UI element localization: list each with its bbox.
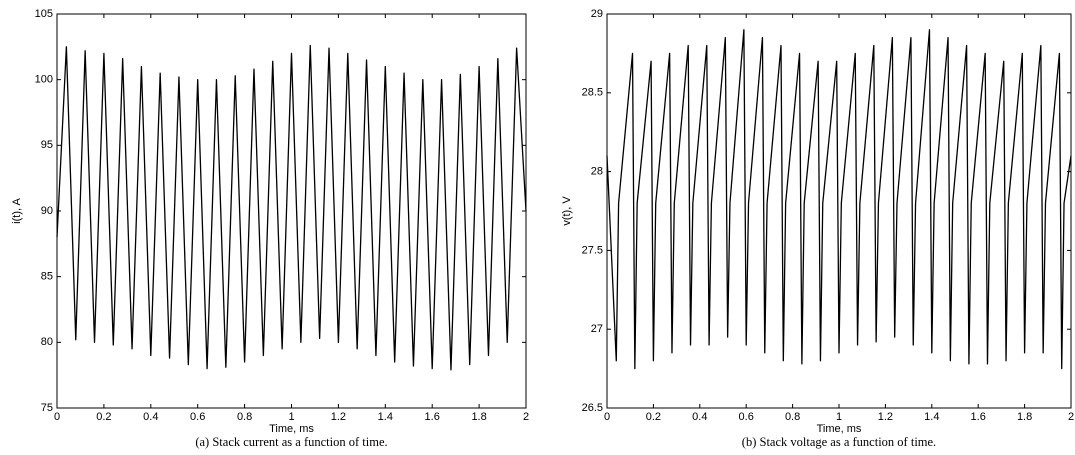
x-tick-label: 0 bbox=[54, 411, 60, 423]
x-tick-label: 0.2 bbox=[96, 411, 111, 423]
x-axis-label: Time, ms bbox=[817, 423, 862, 435]
y-tick-label: 95 bbox=[41, 139, 53, 151]
y-tick-label: 100 bbox=[35, 74, 53, 86]
x-tick-label: 1 bbox=[288, 411, 294, 423]
x-tick-label: 0.6 bbox=[190, 411, 205, 423]
y-tick-label: 28 bbox=[591, 166, 603, 178]
x-axis-label: Time, ms bbox=[269, 423, 314, 435]
y-tick-label: 27.5 bbox=[582, 244, 603, 256]
data-line bbox=[606, 29, 1072, 370]
y-tick-label: 26.5 bbox=[582, 402, 603, 414]
x-tick-label: 0.2 bbox=[646, 411, 661, 423]
y-axis-label: v(t), V bbox=[561, 196, 573, 226]
x-tick-label: 0.8 bbox=[237, 411, 252, 423]
x-tick-label: 1.6 bbox=[425, 411, 440, 423]
x-tick-label: 0.6 bbox=[739, 411, 754, 423]
x-tick-label: 1 bbox=[836, 411, 842, 423]
x-tick-label: 1.4 bbox=[924, 411, 939, 423]
x-tick-label: 0.4 bbox=[692, 411, 707, 423]
x-tick-label: 1.6 bbox=[971, 411, 986, 423]
y-tick-label: 80 bbox=[41, 336, 53, 348]
y-tick-label: 75 bbox=[41, 402, 53, 414]
x-tick-label: 0 bbox=[604, 411, 610, 423]
x-tick-label: 1.8 bbox=[471, 411, 486, 423]
x-tick-label: 1.8 bbox=[1017, 411, 1032, 423]
x-tick-label: 2 bbox=[1068, 411, 1074, 423]
x-tick-label: 0.4 bbox=[143, 411, 158, 423]
panel: 0 0.2 0.4 0.6 0.8 1 1.2 1.4 1.6 1.8 2 75 80 85 90 95 100… bbox=[11, 8, 529, 449]
y-tick-label: 29 bbox=[591, 8, 603, 20]
x-tick-label: 2 bbox=[523, 411, 529, 423]
caption: (a) Stack current as a function of time. bbox=[195, 435, 387, 449]
y-axis-label: i(t), A bbox=[11, 198, 23, 224]
x-tick-label: 0.8 bbox=[785, 411, 800, 423]
y-tick-label: 85 bbox=[41, 271, 53, 283]
y-tick-label: 27 bbox=[591, 323, 603, 335]
panel: 0 0.2 0.4 0.6 0.8 1 1.2 1.4 1.6 1.8 2 26.5 27 27.5 28 2… bbox=[561, 8, 1074, 449]
y-tick-label: 90 bbox=[41, 205, 53, 217]
x-tick-label: 1.2 bbox=[331, 411, 346, 423]
y-tick-label: 105 bbox=[35, 8, 53, 20]
caption: (b) Stack voltage as a function of time. bbox=[742, 435, 936, 449]
y-tick-label: 28.5 bbox=[582, 87, 603, 99]
x-tick-label: 1.2 bbox=[878, 411, 893, 423]
data-line bbox=[56, 44, 527, 371]
x-tick-label: 1.4 bbox=[378, 411, 393, 423]
